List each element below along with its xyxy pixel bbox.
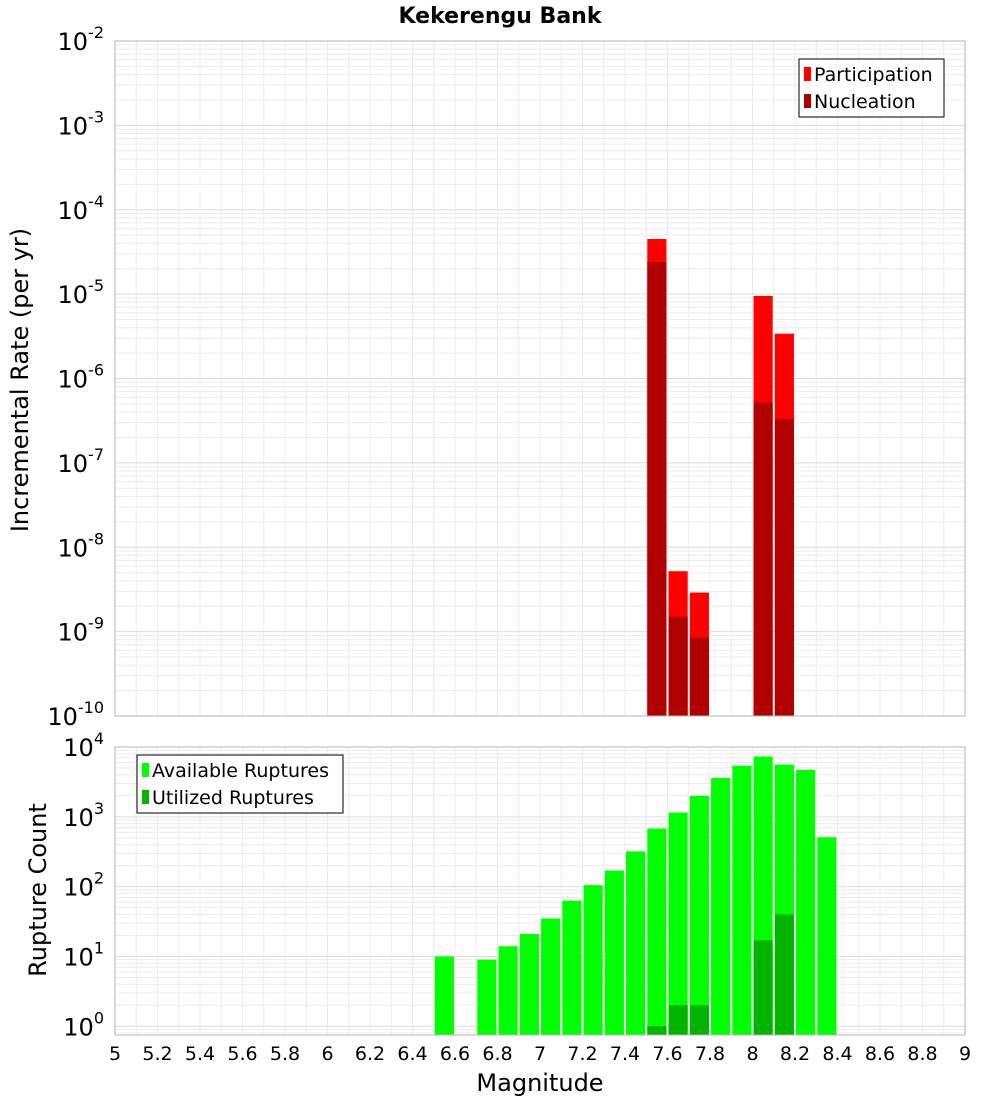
count-bar-available-ruptures (668, 812, 688, 1035)
rate-bar-nucleation (668, 616, 688, 716)
rate-legend-label: Participation (814, 64, 933, 86)
count-bar-available-ruptures (583, 885, 603, 1035)
rate-y-tick-label: 10-9 (58, 614, 105, 647)
count-x-tick-label: 8.6 (865, 1043, 895, 1065)
count-y-tick-label: 104 (63, 729, 104, 762)
count-x-tick-label: 7.6 (652, 1043, 682, 1065)
count-legend-box (136, 754, 344, 814)
count-x-tick-label: 5.2 (142, 1043, 172, 1065)
count-bar-available-ruptures (817, 837, 837, 1035)
rate-legend-label: Nucleation (814, 91, 916, 113)
count-panel: 100 101 102 103 104 5 5.2 5.4 5.6 5.8 6 6.2 6.4 6.6 6.… (63, 729, 971, 1065)
rate-legend-swatch (804, 94, 811, 108)
rate-y-tick-label: 10-10 (47, 698, 104, 731)
rate-bar-nucleation (774, 419, 794, 716)
count-bar-available-ruptures (711, 777, 731, 1035)
rate-bar-nucleation (689, 637, 709, 716)
count-legend-swatch (142, 790, 149, 804)
count-x-tick-label: 6.4 (397, 1043, 427, 1065)
rate-bar-nucleation (647, 262, 667, 716)
rate-y-tick-label: 10-3 (58, 107, 105, 140)
count-plot-border (114, 746, 966, 1036)
count-x-tick-label: 5.4 (185, 1043, 215, 1065)
count-x-tick-label: 7.4 (610, 1043, 640, 1065)
chart-title: Kekerengu Bank (399, 4, 603, 29)
count-bar-available-ruptures (498, 946, 518, 1035)
count-bar-utilized-ruptures (668, 1005, 688, 1035)
count-x-tick-label: 6.6 (440, 1043, 470, 1065)
count-x-tick-label: 7 (534, 1043, 546, 1065)
count-bar-available-ruptures (626, 851, 646, 1035)
count-x-tick-label: 8.4 (822, 1043, 852, 1065)
count-x-tick-label: 5.6 (227, 1043, 257, 1065)
count-bar-utilized-ruptures (647, 1026, 667, 1035)
rate-bar-nucleation (753, 402, 773, 716)
count-legend: Available Ruptures Utilized Ruptures (136, 754, 344, 814)
x-axis-label: Magnitude (476, 1069, 603, 1097)
count-x-tick-label: 5.8 (270, 1043, 300, 1065)
count-x-tick-label: 8.2 (780, 1043, 810, 1065)
count-bar-available-ruptures (434, 956, 454, 1035)
rate-y-tick-label: 10-7 (58, 445, 105, 478)
count-bar-utilized-ruptures (689, 1005, 709, 1035)
count-y-tick-label: 103 (63, 799, 104, 832)
count-bar-utilized-ruptures (753, 940, 773, 1035)
count-x-tick-label: 6 (321, 1043, 333, 1065)
rate-y-tick-label: 10-5 (58, 276, 105, 309)
count-bar-available-ruptures (796, 769, 816, 1035)
rate-legend: Participation Nucleation (798, 58, 945, 118)
rate-legend-swatch (804, 67, 811, 81)
count-x-tick-label: 5 (109, 1043, 121, 1065)
count-legend-label: Utilized Ruptures (152, 787, 314, 809)
count-bar-available-ruptures (477, 959, 497, 1035)
count-x-tick-label: 8.8 (907, 1043, 937, 1065)
rate-plot-border (114, 40, 966, 717)
count-bar-available-ruptures (562, 900, 582, 1035)
count-bar-available-ruptures (604, 870, 624, 1035)
count-legend-label: Available Ruptures (152, 760, 329, 782)
rate-y-tick-label: 10-2 (58, 23, 105, 56)
count-y-tick-label: 101 (63, 938, 104, 971)
rate-legend-box (798, 58, 945, 118)
rate-panel: 10-10 10-9 10-8 10-7 10-6 10-5 10-4 10-3 10-2 Par… (47, 23, 966, 731)
count-bar-available-ruptures (732, 765, 752, 1035)
count-x-tick-label: 8 (746, 1043, 758, 1065)
count-x-tick-label: 6.8 (482, 1043, 512, 1065)
count-x-tick-label: 6.2 (355, 1043, 385, 1065)
count-y-tick-label: 102 (63, 869, 104, 902)
count-x-tick-label: 7.8 (695, 1043, 725, 1065)
rate-y-tick-label: 10-6 (58, 361, 105, 394)
rate-y-tick-label: 10-4 (58, 192, 105, 225)
count-x-tick-label: 9 (959, 1043, 971, 1065)
count-y-tick-label: 100 (63, 1008, 104, 1041)
count-y-axis-label: Rupture Count (24, 803, 52, 977)
count-bar-available-ruptures (541, 918, 561, 1035)
count-bar-available-ruptures (647, 828, 667, 1035)
count-bar-available-ruptures (519, 933, 539, 1035)
count-bar-available-ruptures (689, 795, 709, 1035)
count-bar-utilized-ruptures (774, 914, 794, 1035)
rate-y-tick-label: 10-8 (58, 529, 105, 562)
count-x-tick-label: 7.2 (567, 1043, 597, 1065)
count-legend-swatch (142, 763, 149, 777)
rate-y-axis-label: Incremental Rate (per yr) (6, 228, 34, 532)
